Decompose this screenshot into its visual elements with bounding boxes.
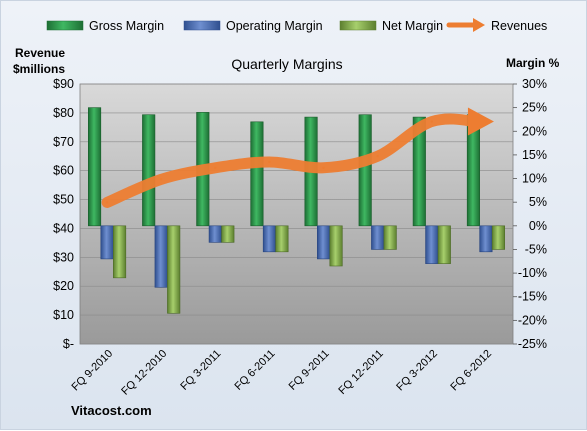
net-margin-bar <box>275 225 289 253</box>
legend-label: Operating Margin <box>226 19 323 33</box>
revenue-line <box>101 113 480 208</box>
left-tick-label: $30 <box>53 250 74 264</box>
x-tick-label: FQ 12-2010 <box>119 348 169 398</box>
right-tick-label: 25% <box>522 101 547 115</box>
legend-label: Gross Margin <box>89 19 164 33</box>
right-tick-label: -5% <box>525 242 547 256</box>
revenue-arrowhead <box>467 107 494 136</box>
right-tick-label: 5% <box>529 195 547 209</box>
bar-series <box>88 107 505 314</box>
left-tick-label: $90 <box>53 77 74 91</box>
gross-margin-bar <box>412 116 426 227</box>
revenue-point <box>484 120 488 123</box>
legend-item-net-margin: Net Margin <box>339 19 443 33</box>
right-tick-label: -15% <box>518 290 547 304</box>
legend-swatch <box>339 20 377 31</box>
right-tick-label: 0% <box>529 219 547 233</box>
net-margin-bar <box>383 225 397 250</box>
gross-margin-bar <box>88 107 102 227</box>
revenue-point <box>159 178 163 181</box>
right-tick-label: 15% <box>522 148 547 162</box>
left-axis-title-line2: $millions <box>13 62 65 76</box>
net-margin-bar <box>167 225 181 314</box>
x-tick-label: FQ 3-2012 <box>394 348 440 394</box>
legend: Gross Margin Operating Margin Net Margin… <box>46 18 547 33</box>
operating-margin-bar <box>262 225 276 253</box>
left-axis: $- $10 $20 $30 $40 $50 $60 $70 $80 $90 <box>53 77 74 351</box>
net-margin-bar <box>221 225 235 243</box>
legend-item-revenues: Revenues <box>446 18 547 33</box>
left-tick-label: $60 <box>53 164 74 178</box>
left-tick-label: $80 <box>53 106 74 120</box>
gross-margin-bar <box>358 114 372 227</box>
revenue-point <box>214 166 217 169</box>
x-tick-label: FQ 9-2011 <box>287 348 332 393</box>
right-tick-label: -10% <box>518 266 547 280</box>
legend-label: Revenues <box>491 19 547 33</box>
legend-swatch <box>46 20 84 31</box>
legend-swatch <box>183 20 221 31</box>
left-tick-label: $10 <box>53 308 74 322</box>
legend-label: Net Margin <box>382 19 443 33</box>
operating-margin-bar <box>425 225 439 264</box>
x-axis: FQ 9-2010 FQ 12-2010 FQ 3-2011 FQ 6-2011 FQ … <box>70 348 495 398</box>
arrow-icon <box>473 18 485 32</box>
right-tick-label: 30% <box>522 77 547 91</box>
x-tick-label: FQ 9-2010 <box>70 348 116 394</box>
revenue-point <box>430 120 434 123</box>
operating-margin-bar <box>208 225 222 243</box>
x-tick-label: FQ 3-2011 <box>178 348 223 393</box>
revenue-series <box>101 107 494 208</box>
net-margin-bar <box>113 225 127 279</box>
left-tick-label: $70 <box>53 135 74 149</box>
right-axis-title: Margin % <box>506 56 560 70</box>
left-tick-label: $- <box>63 337 74 351</box>
operating-margin-bar <box>100 225 114 260</box>
x-tick-label: FQ 6-2011 <box>232 348 277 393</box>
net-margin-bar <box>437 225 451 264</box>
right-axis: -25% -20% -15% -10% -5% 0% 5% 10% 15% 20% 25% 30% <box>513 77 547 351</box>
right-tick-label: -20% <box>518 313 547 327</box>
gross-margin-bar <box>142 114 156 227</box>
x-tick-label: FQ 6-2012 <box>448 348 494 394</box>
operating-margin-bar <box>317 225 331 260</box>
revenue-point <box>322 166 325 169</box>
left-axis-title-line1: Revenue <box>15 46 65 60</box>
left-tick-label: $40 <box>53 221 74 235</box>
left-tick-label: $50 <box>53 193 74 207</box>
chart-title: Quarterly Margins <box>231 56 342 72</box>
net-margin-bar <box>491 225 505 250</box>
source-label: Vitacost.com <box>71 403 152 418</box>
legend-item-operating-margin: Operating Margin <box>183 19 323 33</box>
x-tick-label: FQ 12-2011 <box>336 348 385 397</box>
operating-margin-bar <box>479 225 493 253</box>
revenue-point <box>105 201 109 204</box>
revenue-point <box>268 160 271 164</box>
right-tick-label: -25% <box>518 337 547 351</box>
right-tick-label: 10% <box>522 172 547 186</box>
operating-margin-bar <box>371 225 385 250</box>
operating-margin-bar <box>154 225 168 288</box>
legend-item-gross-margin: Gross Margin <box>46 19 164 33</box>
gross-margin-bar <box>250 121 264 227</box>
revenue-point <box>376 155 379 158</box>
right-tick-label: 20% <box>522 124 547 138</box>
net-margin-bar <box>329 225 343 267</box>
left-tick-label: $20 <box>53 279 74 293</box>
